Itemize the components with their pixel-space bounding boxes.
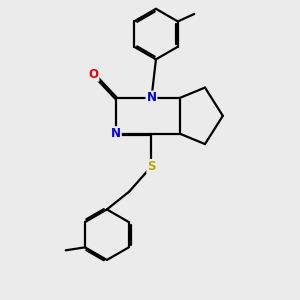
Text: N: N: [146, 92, 157, 104]
Text: O: O: [88, 68, 98, 81]
Text: N: N: [111, 127, 121, 140]
Text: S: S: [147, 160, 156, 173]
